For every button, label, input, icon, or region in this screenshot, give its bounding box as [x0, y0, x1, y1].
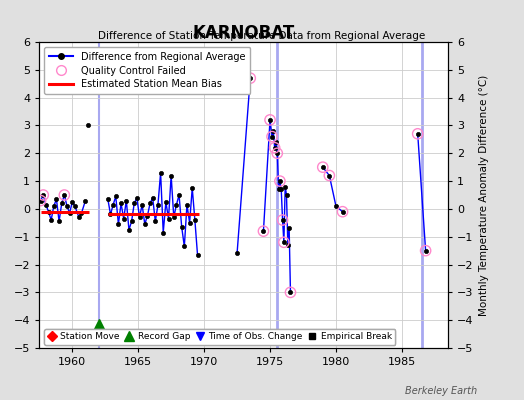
Point — [421, 248, 430, 254]
Point — [319, 164, 327, 170]
Point — [286, 289, 294, 296]
Point — [266, 117, 274, 123]
Point — [268, 133, 276, 140]
Point — [246, 75, 255, 81]
Legend: Station Move, Record Gap, Time of Obs. Change, Empirical Break: Station Move, Record Gap, Time of Obs. C… — [44, 329, 395, 345]
Point — [280, 239, 288, 246]
Point — [339, 208, 347, 215]
Y-axis label: Monthly Temperature Anomaly Difference (°C): Monthly Temperature Anomaly Difference (… — [479, 74, 489, 316]
Point — [276, 178, 284, 184]
Point — [273, 150, 281, 156]
Point — [37, 197, 45, 204]
Text: Difference of Station Temperature Data from Regional Average: Difference of Station Temperature Data f… — [99, 31, 425, 41]
Point — [270, 144, 279, 151]
Point — [278, 217, 287, 223]
Point — [325, 172, 334, 179]
Point — [60, 192, 69, 198]
Point — [259, 228, 268, 234]
Point — [39, 192, 48, 198]
Point — [413, 130, 422, 137]
Title: KARNOBAT: KARNOBAT — [192, 24, 295, 42]
Text: Berkeley Earth: Berkeley Earth — [405, 386, 477, 396]
